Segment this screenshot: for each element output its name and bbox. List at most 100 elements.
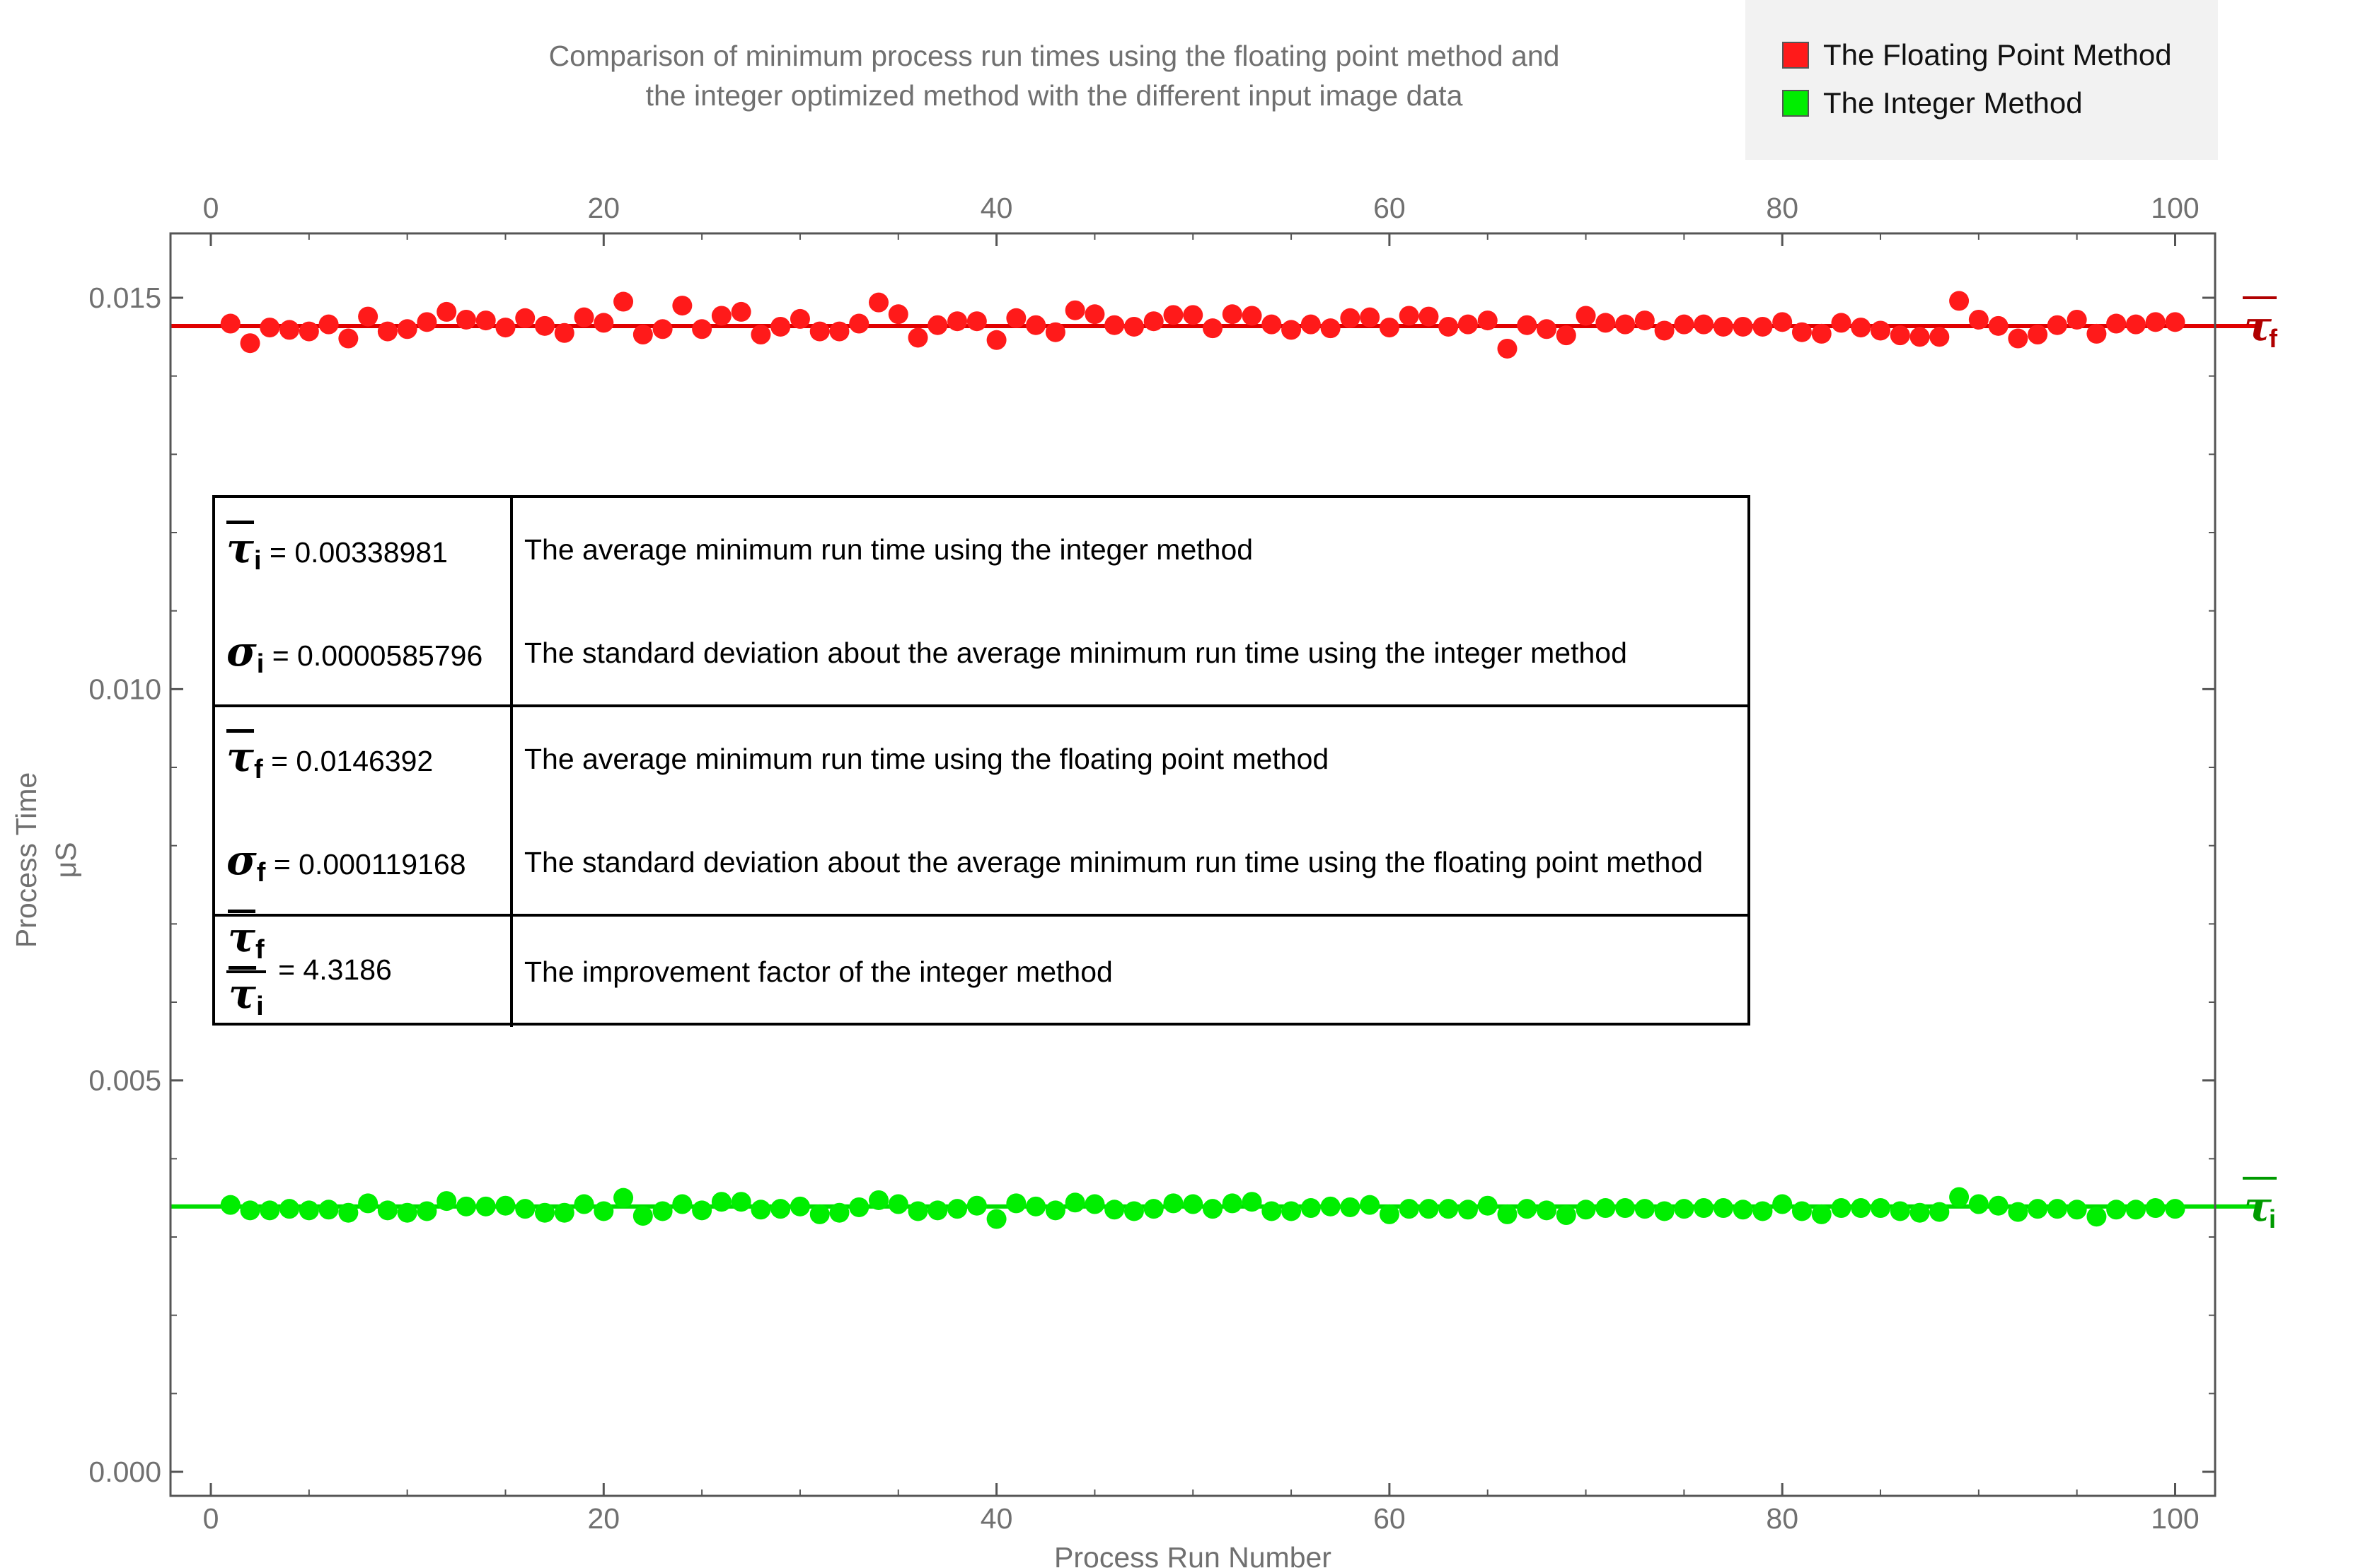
integer-data-point	[1320, 1196, 1341, 1216]
y-axis-label: Process Time μS	[6, 772, 86, 948]
symbol-subscript: f	[256, 858, 266, 888]
integer-data-point	[338, 1202, 359, 1223]
float-data-point	[2145, 312, 2166, 332]
float-data-point	[1183, 305, 1203, 325]
float-data-point	[260, 318, 280, 338]
x-axis-label: Process Run Number	[1054, 1541, 1331, 1568]
float-data-point	[358, 306, 378, 327]
integer-data-point	[220, 1195, 241, 1215]
float-data-point	[397, 319, 417, 339]
float-data-point	[1811, 323, 1832, 344]
float-data-point	[1379, 318, 1399, 338]
float-data-point	[220, 313, 241, 334]
x-tick-label-top: 40	[981, 192, 1013, 224]
integer-data-point	[515, 1199, 536, 1219]
integer-data-point	[417, 1201, 437, 1221]
float-data-point	[1261, 314, 1282, 335]
integer-data-point	[437, 1191, 457, 1212]
float-data-point	[1929, 327, 1950, 347]
integer-data-point	[397, 1202, 417, 1223]
float-data-point	[495, 318, 516, 338]
integer-data-point	[1674, 1199, 1694, 1219]
float-data-point	[1674, 314, 1694, 335]
integer-data-point	[594, 1201, 614, 1221]
integer-data-point	[1752, 1201, 1773, 1221]
integer-data-point	[299, 1200, 319, 1221]
integer-data-point	[495, 1195, 516, 1216]
float-data-point	[947, 311, 968, 332]
float-mean-label-symbol: τ	[2244, 302, 2272, 350]
float-data-point	[1065, 300, 1085, 320]
integer-data-point	[927, 1200, 948, 1221]
float-data-point	[1556, 325, 1576, 346]
float-data-point	[1733, 316, 1753, 337]
integer-data-point	[1851, 1198, 1871, 1219]
integer-data-point	[632, 1206, 653, 1226]
integer-data-point	[1045, 1200, 1065, 1221]
float-data-point	[2028, 325, 2048, 345]
float-data-point	[1713, 316, 1733, 337]
integer-data-point	[1556, 1205, 1576, 1226]
y-tick-label: 0.015	[88, 281, 161, 314]
float-data-point	[475, 310, 496, 331]
legend-swatch-integer	[1782, 90, 1809, 117]
float-data-point	[1123, 316, 1144, 337]
integer-data-point	[2067, 1200, 2087, 1220]
float-data-point	[1752, 316, 1773, 337]
integer-data-point	[1300, 1198, 1321, 1219]
integer-data-point	[849, 1197, 869, 1217]
integer-data-point	[1438, 1199, 1459, 1219]
float-data-point	[1163, 305, 1184, 325]
x-tick-label-top: 60	[1373, 192, 1406, 224]
float-data-point	[574, 307, 594, 327]
stats-description: The improvement factor of the integer me…	[512, 914, 1747, 1027]
legend-label-float: The Floating Point Method	[1823, 38, 2172, 71]
integer-data-point	[1871, 1198, 1891, 1219]
integer-data-point	[692, 1200, 712, 1221]
stats-value: = 0.000119168	[265, 848, 466, 881]
x-tick-label-bottom: 80	[1766, 1502, 1798, 1535]
integer-data-point	[1949, 1187, 1970, 1207]
tau-bar-symbol: τ	[228, 913, 256, 961]
integer-data-point	[966, 1195, 987, 1216]
float-data-point	[1654, 320, 1675, 341]
integer-data-point	[1909, 1202, 1930, 1223]
integer-data-point	[652, 1201, 673, 1221]
stats-value: = 0.0146392	[262, 745, 434, 777]
stats-row-tau-f: τf = 0.0146392 The average minimum run t…	[215, 704, 1747, 811]
float-data-point	[652, 319, 673, 339]
integer-data-point	[1929, 1202, 1950, 1222]
x-tick-label-top: 0	[203, 192, 219, 224]
statistics-table: τi = 0.00338981 The average minimum run …	[212, 495, 1750, 1027]
stats-description: The average minimum run time using the i…	[524, 533, 1254, 566]
integer-mean-label-symbol: τ	[2244, 1183, 2272, 1231]
integer-data-point	[554, 1202, 574, 1223]
stats-symbol-cell: τf = 0.0146392	[215, 704, 513, 811]
integer-data-point	[2028, 1199, 2048, 1219]
integer-data-point	[2125, 1200, 2146, 1220]
integer-data-point	[711, 1192, 732, 1212]
integer-data-point	[377, 1200, 398, 1221]
float-data-point	[692, 319, 712, 339]
stats-symbol-cell: σi = 0.0000585796	[215, 602, 513, 706]
float-data-point	[1968, 309, 1989, 330]
integer-data-point	[751, 1200, 771, 1220]
float-data-point	[1104, 315, 1125, 335]
float-data-point	[338, 328, 359, 349]
integer-data-point	[535, 1202, 555, 1223]
axis-ticks: 0 0 20 20 40 40 60 60 80 80 100 100 0.000 0.005 0.010 0…	[88, 192, 2215, 1568]
float-data-point	[1909, 327, 1930, 347]
stats-description: The average minimum run time using the f…	[512, 704, 1747, 811]
stats-row-sigma-f: σf = 0.000119168 The standard deviation …	[215, 811, 1747, 915]
integer-data-point	[1242, 1192, 1262, 1212]
float-data-point	[318, 314, 339, 335]
integer-data-point	[1634, 1199, 1655, 1219]
legend-item-float: The Floating Point Method	[1782, 38, 2172, 72]
float-data-point	[809, 321, 830, 342]
float-data-point	[1871, 320, 1891, 341]
integer-data-point	[1733, 1200, 1753, 1220]
integer-data-point	[279, 1199, 300, 1219]
integer-data-point	[1360, 1195, 1380, 1215]
stats-symbol-cell: σf = 0.000119168	[215, 811, 513, 915]
x-tick-label-top: 80	[1766, 192, 1798, 224]
